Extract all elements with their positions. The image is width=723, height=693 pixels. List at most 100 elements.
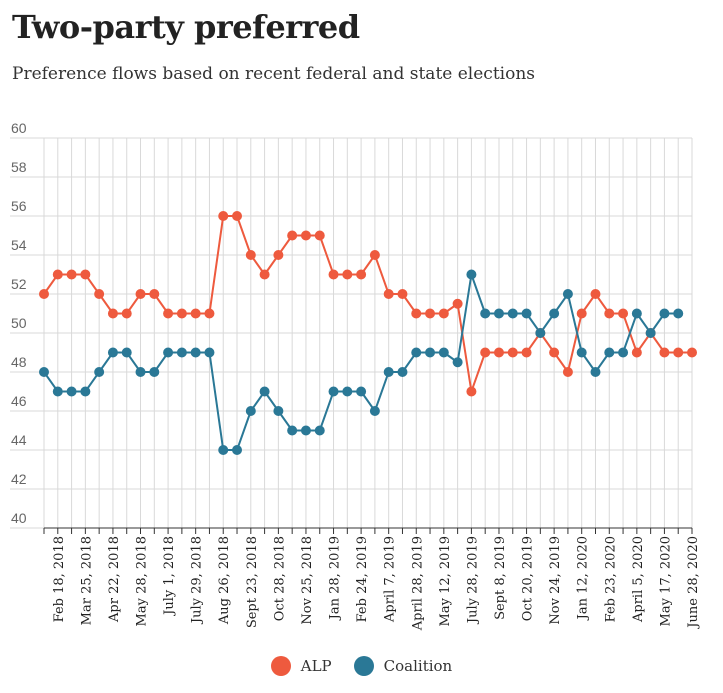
data-point-alp	[549, 347, 560, 358]
data-point-alp	[452, 298, 463, 309]
data-point-alp	[259, 269, 270, 280]
data-point-alp	[576, 308, 587, 319]
coalition-swatch	[353, 656, 374, 676]
data-point-alp	[383, 289, 394, 299]
data-point-coalition	[576, 347, 587, 358]
data-point-alp	[163, 308, 174, 319]
data-point-alp	[204, 308, 215, 319]
data-point-alp	[245, 250, 256, 260]
data-point-alp	[232, 211, 243, 221]
y-tick-label: 56	[11, 198, 27, 214]
data-point-alp	[94, 289, 105, 299]
data-point-coalition	[342, 386, 353, 397]
data-point-alp	[673, 347, 684, 358]
data-point-coalition	[590, 367, 601, 377]
data-point-alp	[521, 347, 532, 358]
data-point-coalition	[383, 367, 394, 377]
x-tick-label: Feb 24, 2019	[355, 536, 370, 622]
data-point-alp	[466, 386, 477, 397]
y-tick-label: 52	[11, 276, 27, 292]
data-point-alp	[631, 347, 642, 358]
data-point-alp	[300, 230, 311, 241]
data-point-coalition	[190, 347, 201, 358]
data-point-coalition	[438, 347, 449, 358]
y-tick-label: 48	[11, 354, 27, 370]
data-point-coalition	[466, 269, 477, 280]
data-point-coalition	[631, 308, 642, 319]
y-tick-label: 60	[11, 120, 27, 136]
data-point-alp	[604, 308, 615, 319]
data-point-alp	[218, 211, 229, 221]
x-tick-label: Feb 18, 2018	[52, 536, 67, 622]
data-point-coalition	[356, 386, 367, 397]
data-point-coalition	[425, 347, 436, 358]
data-point-coalition	[618, 347, 629, 358]
x-tick-label: Feb 23, 2020	[603, 536, 618, 622]
data-point-coalition	[273, 406, 284, 416]
data-point-coalition	[369, 406, 380, 416]
data-point-coalition	[673, 308, 684, 319]
data-point-alp	[273, 250, 284, 260]
legend-item-coalition: Coalition	[353, 656, 452, 676]
data-point-alp	[562, 367, 573, 377]
data-point-coalition	[549, 308, 560, 319]
data-point-coalition	[411, 347, 422, 358]
x-tick-label: May 12, 2019	[438, 536, 453, 626]
data-point-alp	[369, 250, 380, 260]
data-point-coalition	[452, 357, 463, 368]
data-point-alp	[590, 289, 601, 299]
y-tick-label: 40	[11, 510, 27, 526]
y-tick-label: 58	[11, 159, 27, 175]
data-point-alp	[480, 347, 491, 358]
data-point-coalition	[507, 308, 518, 319]
data-point-coalition	[493, 308, 504, 319]
data-point-coalition	[149, 367, 160, 377]
data-point-alp	[107, 308, 118, 319]
data-point-coalition	[163, 347, 174, 358]
data-point-alp	[493, 347, 504, 358]
x-tick-label: Aug 26, 2018	[217, 536, 232, 625]
data-point-alp	[411, 308, 422, 319]
data-point-alp	[687, 347, 697, 358]
data-point-alp	[342, 269, 353, 280]
data-point-coalition	[287, 425, 298, 436]
data-point-coalition	[204, 347, 215, 358]
data-point-alp	[52, 269, 63, 280]
data-point-coalition	[245, 406, 256, 416]
y-tick-label: 42	[11, 471, 27, 487]
y-axis: 40 42 44 46 48 50 52 54 56 58 60	[11, 120, 27, 526]
x-tick-label: May 17, 2020	[658, 536, 673, 626]
data-point-coalition	[94, 367, 105, 377]
x-tick-label: June 28, 2020	[686, 536, 701, 630]
grid-layer	[10, 137, 693, 529]
x-tick-label: Sept 23, 2018	[245, 536, 260, 628]
data-point-alp	[507, 347, 518, 358]
y-tick-label: 44	[11, 432, 27, 448]
data-point-coalition	[107, 347, 118, 358]
data-point-coalition	[80, 386, 91, 397]
data-point-alp	[39, 289, 49, 299]
data-point-coalition	[52, 386, 63, 397]
data-point-coalition	[314, 425, 325, 436]
data-point-alp	[121, 308, 132, 319]
x-tick-label: Oct 20, 2019	[521, 536, 536, 621]
x-tick-label: Apr 22, 2018	[107, 536, 122, 623]
x-tick-label: Mar 25, 2018	[79, 536, 94, 625]
data-point-alp	[328, 269, 339, 280]
data-point-coalition	[328, 386, 339, 397]
data-point-alp	[314, 230, 325, 241]
data-point-coalition	[39, 367, 49, 377]
data-point-coalition	[659, 308, 670, 319]
x-tick-label: April 28, 2019	[410, 536, 425, 631]
data-point-alp	[149, 289, 160, 299]
x-tick-label: July 28, 2019	[465, 536, 480, 625]
x-tick-label: Jan 28, 2019	[328, 536, 343, 621]
data-point-alp	[659, 347, 670, 358]
x-tick-label: Nov 24, 2019	[548, 536, 563, 625]
data-point-alp	[287, 230, 298, 241]
x-tick-label: Sept 8, 2019	[493, 536, 508, 620]
data-point-alp	[438, 308, 449, 319]
legend-item-alp: ALP	[270, 656, 332, 676]
x-tick-label: July 29, 2018	[190, 536, 205, 625]
chart-subtitle: Preference flows based on recent federal…	[12, 64, 535, 84]
